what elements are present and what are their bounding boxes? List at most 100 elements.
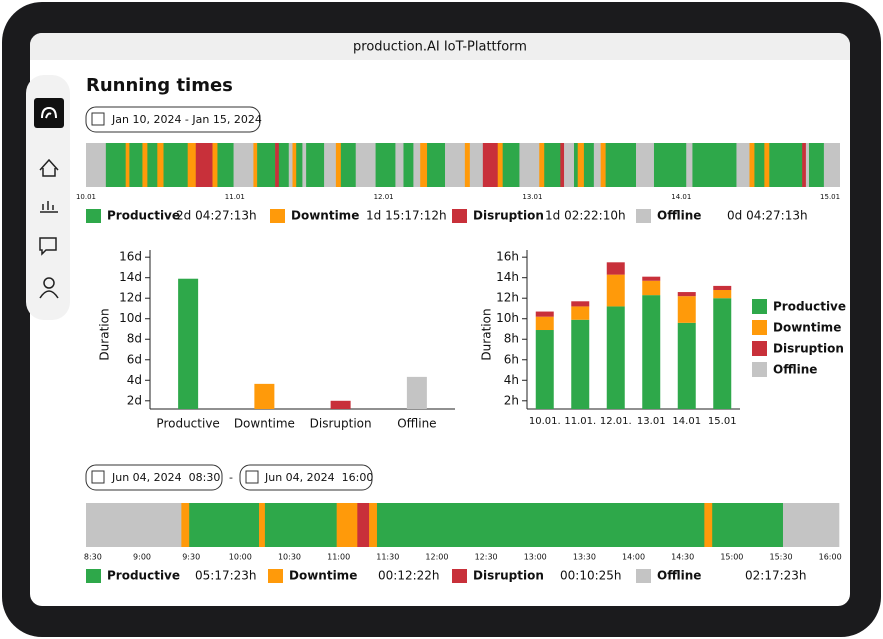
segment (560, 143, 565, 187)
x-tick-label: 15:00 (720, 553, 743, 562)
y-axis-label: Duration (480, 308, 494, 360)
legend-swatch (268, 569, 283, 583)
legend-label: Offline (657, 569, 701, 583)
sidebar (26, 75, 70, 320)
y-tick-label: 12h (496, 291, 519, 305)
legend-total: 1d 02:22:10h (545, 209, 626, 223)
x-tick-label: 10:00 (229, 553, 252, 562)
x-tick-label: 11.01 (225, 193, 245, 201)
legend-total: 2d 04:27:13h (176, 209, 257, 223)
segment (357, 503, 370, 547)
segment (583, 143, 595, 187)
segment (605, 143, 637, 187)
legend-swatch (86, 209, 101, 223)
bar-segment (606, 274, 625, 307)
segment (355, 143, 376, 187)
segment (564, 143, 575, 187)
legend-label: Disruption (473, 209, 544, 223)
title-bar (30, 33, 850, 60)
bar (254, 383, 275, 409)
segment (403, 143, 414, 187)
x-tick-label: 11:00 (327, 553, 350, 562)
bar-segment (606, 262, 625, 275)
segment (482, 143, 499, 187)
legend-label: Productive (773, 300, 846, 314)
segment (653, 143, 687, 187)
bar-segment (571, 306, 590, 320)
segment (278, 143, 290, 187)
y-tick-label: 14h (496, 270, 519, 284)
legend-swatch (752, 362, 767, 377)
bar-segment (535, 330, 554, 409)
segment (464, 143, 471, 187)
x-tick-label: Downtime (234, 417, 295, 431)
segment (593, 143, 601, 187)
segment (395, 143, 404, 187)
nav-home[interactable] (39, 158, 59, 177)
y-tick-label: 2h (504, 393, 519, 407)
y-tick-label: 2d (127, 393, 142, 407)
date-picker[interactable] (85, 106, 261, 133)
segment (823, 143, 840, 187)
segment (86, 143, 107, 187)
date-to-picker[interactable] (239, 464, 373, 491)
legend-swatch (636, 209, 651, 223)
segment (257, 143, 276, 187)
legend-label: Downtime (291, 209, 359, 223)
x-tick-label: 12.01 (374, 193, 394, 201)
bar-segment (642, 295, 661, 409)
nav-messages[interactable] (39, 237, 57, 256)
segment (157, 143, 164, 187)
segment (736, 143, 750, 187)
bar-segment (642, 276, 661, 281)
bar-segment (606, 306, 625, 409)
segment (233, 143, 254, 187)
legend-label: Offline (657, 209, 701, 223)
segment (704, 503, 713, 547)
segment (147, 143, 158, 187)
legend-total: 0d 04:27:13h (727, 209, 808, 223)
x-tick-label: 10:30 (278, 553, 301, 562)
x-tick-label: 15:30 (769, 553, 792, 562)
legend-total: 05:17:23h (195, 569, 257, 583)
legend-swatch (452, 209, 467, 223)
legend-swatch (270, 209, 285, 223)
segment (187, 143, 197, 187)
bar (406, 376, 427, 409)
bar-segment (713, 298, 732, 409)
x-tick-label: 12.01. (600, 416, 632, 427)
segment (181, 503, 190, 547)
legend-swatch (452, 569, 467, 583)
nav-profile[interactable] (43, 277, 55, 289)
bar (178, 278, 199, 409)
x-tick-label: Offline (397, 417, 436, 431)
legend-swatch (752, 341, 767, 356)
segment (519, 143, 540, 187)
x-tick-label: 14:30 (671, 553, 694, 562)
legend-total: 1d 15:17:12h (366, 209, 447, 223)
bar-segment (713, 290, 732, 299)
y-tick-label: 6d (127, 352, 142, 366)
segment (306, 143, 325, 187)
date-from-picker[interactable] (85, 464, 223, 491)
segment (340, 143, 357, 187)
segment (497, 143, 503, 187)
segment (577, 143, 585, 187)
legend-label: Productive (107, 569, 180, 583)
bar-segment (713, 285, 732, 291)
legend-label: Disruption (773, 342, 844, 356)
legend-swatch (752, 299, 767, 314)
y-tick-label: 8d (127, 332, 142, 346)
nav-stats[interactable] (40, 201, 58, 213)
x-tick-label: 12:30 (475, 553, 498, 562)
segment (544, 143, 561, 187)
segment (296, 143, 303, 187)
bar-segment (642, 280, 661, 296)
legend-label: Downtime (773, 321, 841, 335)
x-tick-label: Disruption (310, 417, 372, 431)
segment (129, 143, 143, 187)
segment (805, 143, 810, 187)
segment (502, 143, 520, 187)
segment (369, 503, 378, 547)
separator: - (229, 471, 233, 484)
